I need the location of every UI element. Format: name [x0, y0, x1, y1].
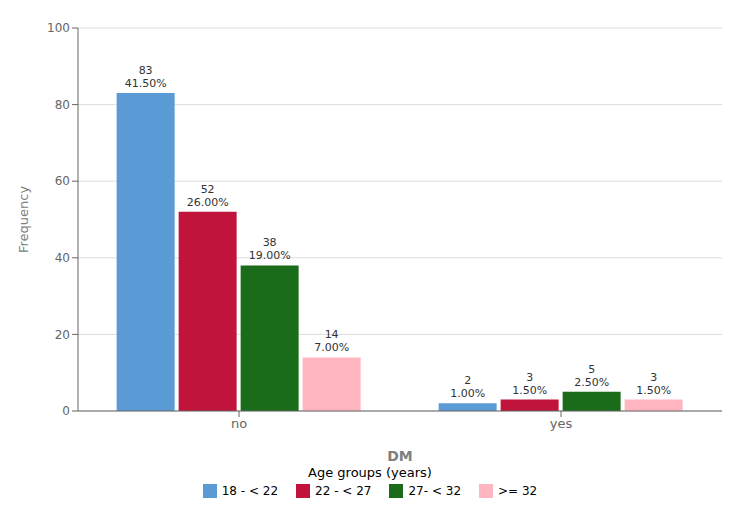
svg-text:20: 20: [55, 328, 70, 342]
svg-text:31.50%: 31.50%: [512, 371, 547, 397]
svg-text:no: no: [231, 416, 247, 431]
svg-text:3819.00%: 3819.00%: [249, 236, 291, 262]
html-text:>= 32: >= 32: [498, 484, 538, 498]
svg-text:yes: yes: [550, 416, 573, 431]
svg-text:80: 80: [55, 98, 70, 112]
svg-text:Frequency: Frequency: [16, 186, 31, 253]
svg-text:147.00%: 147.00%: [314, 328, 349, 354]
html-text:22 - < 27: 22 - < 27: [315, 484, 372, 498]
svg-text:40: 40: [55, 251, 70, 265]
svg-text:52.50%: 52.50%: [574, 363, 609, 389]
html-text:27- < 32: 27- < 32: [408, 484, 461, 498]
svg-text:31.50%: 31.50%: [636, 371, 671, 397]
svg-text:5226.00%: 5226.00%: [187, 183, 229, 209]
svg-text:8341.50%: 8341.50%: [125, 64, 167, 90]
svg-text:60: 60: [55, 174, 70, 188]
svg-text:100: 100: [47, 21, 70, 35]
svg-text:0: 0: [62, 404, 70, 418]
svg-text:DM: DM: [387, 448, 413, 464]
svg-text:21.00%: 21.00%: [450, 374, 485, 400]
html-text:Age groups (years): Age groups (years): [308, 465, 432, 480]
html-text:18 - < 22: 18 - < 22: [221, 484, 279, 498]
